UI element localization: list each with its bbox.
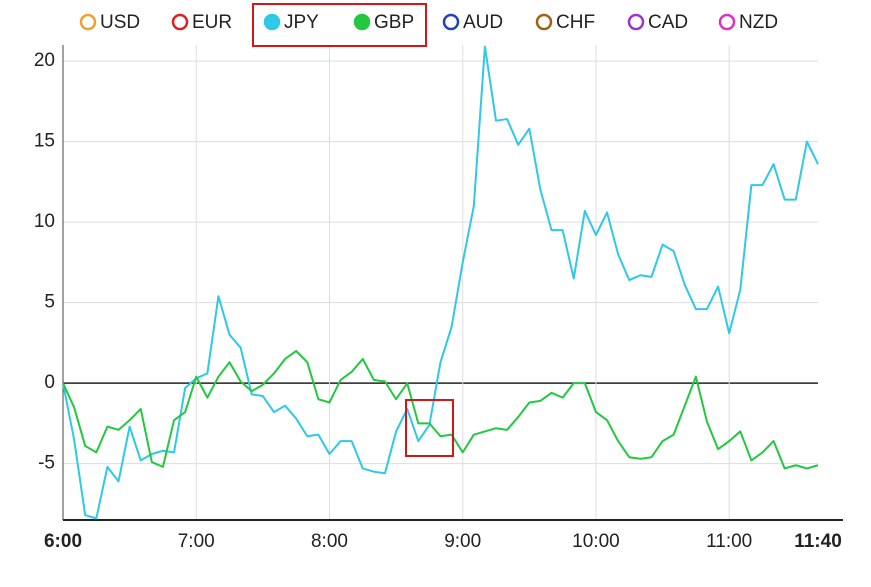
x-tick-label: 11:00 <box>706 531 752 552</box>
x-tick-label: 9:00 <box>444 531 481 552</box>
legend-label[interactable]: NZD <box>739 12 778 33</box>
y-tick-label: -5 <box>38 453 55 474</box>
legend-label[interactable]: JPY <box>284 12 319 33</box>
legend-marker <box>263 13 281 31</box>
legend-marker <box>718 13 736 31</box>
legend-label[interactable]: CAD <box>648 12 688 33</box>
legend-marker <box>627 13 645 31</box>
y-tick-label: 15 <box>34 131 55 152</box>
line-series <box>62 349 819 470</box>
x-tick-label: 6:00 <box>44 531 82 552</box>
legend-marker <box>353 13 371 31</box>
legend-marker <box>535 13 553 31</box>
highlight-box <box>252 3 427 47</box>
y-tick-label: 10 <box>34 211 55 232</box>
legend-label[interactable]: AUD <box>463 12 503 33</box>
legend-label[interactable]: EUR <box>192 12 232 33</box>
x-tick-label: 7:00 <box>178 531 215 552</box>
x-tick-label: 11:40 <box>794 531 842 552</box>
legend-marker <box>171 13 189 31</box>
legend-label[interactable]: USD <box>100 12 140 33</box>
y-tick-label: 5 <box>44 292 55 313</box>
legend-label[interactable]: GBP <box>374 12 414 33</box>
plot: -5 0 5 10 15 20 6:00 7:00 8:00 9:00 10:00 11:00 11:4… <box>34 12 843 552</box>
y-tick-label: 20 <box>34 50 55 71</box>
legend-marker <box>79 13 97 31</box>
x-tick-label: 8:00 <box>311 531 348 552</box>
line-series <box>62 45 819 520</box>
y-tick-label: 0 <box>44 372 55 393</box>
x-tick-label: 10:00 <box>572 531 620 552</box>
legend-marker <box>442 13 460 31</box>
highlight-box <box>405 399 454 457</box>
legend-label[interactable]: CHF <box>556 12 595 33</box>
